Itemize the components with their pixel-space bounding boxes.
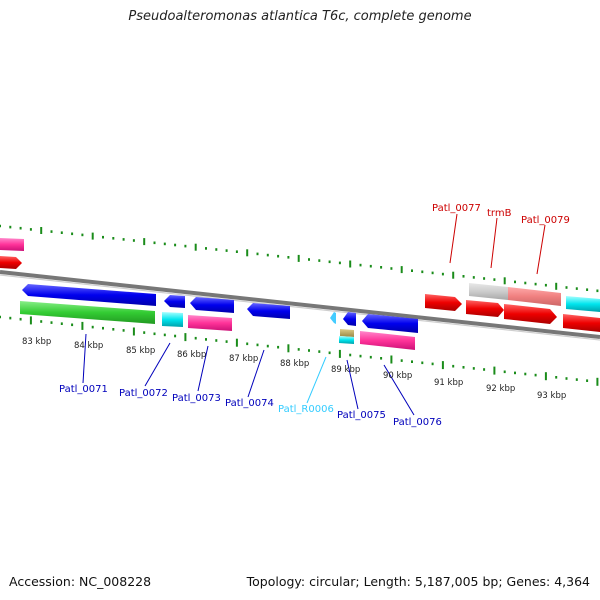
label-trmB[interactable]: trmB xyxy=(487,208,512,219)
gene-red-2[interactable] xyxy=(466,300,504,317)
gene-pink-0073[interactable] xyxy=(188,315,232,331)
gene-patl-0074[interactable] xyxy=(247,303,290,319)
gene-green[interactable] xyxy=(20,301,155,324)
tick-label-88: 88 kbp xyxy=(280,359,309,369)
tick-label-92: 92 kbp xyxy=(486,384,515,394)
gene-red-3[interactable] xyxy=(504,304,557,324)
gene-pink-0076[interactable] xyxy=(360,331,415,350)
gene-patl-0073[interactable] xyxy=(190,297,234,313)
genome-summary-text: Topology: circular; Length: 5,187,005 bp… xyxy=(246,574,590,589)
gene-cyan-right[interactable] xyxy=(566,296,600,312)
tick-label-90: 90 kbp xyxy=(383,371,412,381)
label-patl-0077[interactable]: Patl_0077 xyxy=(432,203,481,214)
upper-ruler xyxy=(0,224,599,293)
genome-backbone xyxy=(0,270,600,341)
top-gene-labels: Patl_0077 trmB Patl_0079 xyxy=(432,203,570,226)
gene-pink-left[interactable] xyxy=(0,238,24,251)
tick-label-89: 89 kbp xyxy=(331,365,360,375)
bottom-gene-labels: Patl_0071 Patl_0072 Patl_0073 Patl_0074 … xyxy=(59,384,442,428)
tick-label-85: 85 kbp xyxy=(126,346,155,356)
gene-patl-0072[interactable] xyxy=(164,295,185,308)
tick-label-83: 83 kbp xyxy=(22,337,51,347)
genome-title: Pseudoalteromonas atlantica T6c, complet… xyxy=(128,9,472,24)
gene-red-1[interactable] xyxy=(425,294,462,311)
gene-red-left[interactable] xyxy=(0,256,22,269)
gene-olive[interactable] xyxy=(340,329,354,337)
gene-trmB[interactable] xyxy=(508,287,561,306)
label-patl-0079[interactable]: Patl_0079 xyxy=(521,215,570,226)
label-patl-0075[interactable]: Patl_0075 xyxy=(337,410,386,421)
bottom-leader-lines xyxy=(82,333,415,416)
label-patl-0074[interactable]: Patl_0074 xyxy=(225,398,274,409)
tick-label-84: 84 kbp xyxy=(74,341,103,351)
lower-ruler xyxy=(0,315,599,386)
gene-patl-0077[interactable] xyxy=(469,283,508,300)
label-patl-0072[interactable]: Patl_0072 xyxy=(119,388,168,399)
tick-label-87: 87 kbp xyxy=(229,354,258,364)
tick-label-86: 86 kbp xyxy=(177,350,206,360)
axis-tick-labels: 83 kbp 84 kbp 85 kbp 86 kbp 87 kbp 88 kb… xyxy=(22,337,566,401)
tick-label-93: 93 kbp xyxy=(537,391,566,401)
label-patl-0071[interactable]: Patl_0071 xyxy=(59,384,108,395)
tick-label-91: 91 kbp xyxy=(434,378,463,388)
gene-cyan-small[interactable] xyxy=(339,336,354,344)
label-patl-0076[interactable]: Patl_0076 xyxy=(393,417,442,428)
gene-patl-r0006[interactable] xyxy=(330,312,336,324)
gene-patl-0071[interactable] xyxy=(22,284,156,306)
label-patl-r0006[interactable]: Patl_R0006 xyxy=(278,404,334,415)
gene-patl-0076[interactable] xyxy=(362,314,418,333)
gene-patl-0075[interactable] xyxy=(343,312,356,326)
label-patl-0073[interactable]: Patl_0073 xyxy=(172,393,221,404)
accession-text: Accession: NC_008228 xyxy=(9,574,152,589)
rna-leader-line xyxy=(306,356,327,404)
gene-cyan-0072[interactable] xyxy=(162,312,183,327)
top-leader-lines xyxy=(449,213,546,275)
gene-red-right[interactable] xyxy=(563,314,600,332)
